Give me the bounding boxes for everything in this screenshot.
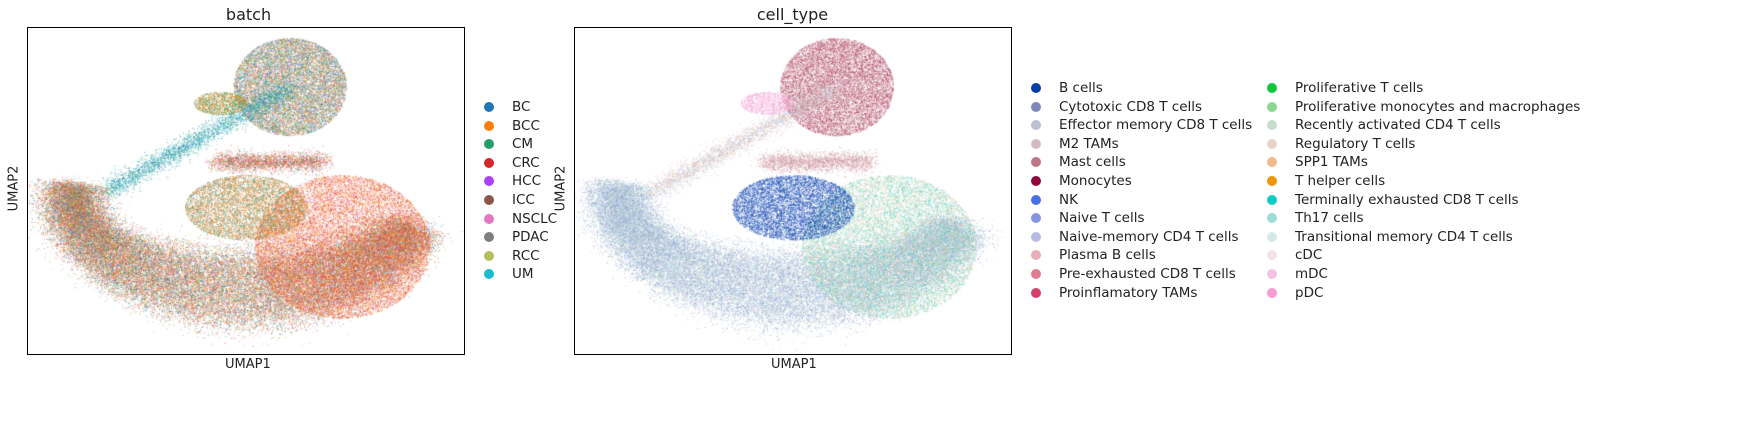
legend-marker bbox=[484, 232, 494, 243]
legend-marker bbox=[484, 120, 494, 131]
legend-marker bbox=[1267, 287, 1277, 298]
legend-label: CM bbox=[512, 136, 534, 153]
legend-marker bbox=[1031, 213, 1041, 224]
legend-label: Regulatory T cells bbox=[1295, 135, 1416, 152]
batch-legend: BC BCC CM CRC HCC ICC NSCLC PDAC RCC UM bbox=[484, 97, 564, 287]
legend-label: CRC bbox=[512, 154, 540, 171]
legend-label: HCC bbox=[512, 173, 542, 190]
legend-marker bbox=[1267, 83, 1277, 93]
legend-label: Recently activated CD4 T cells bbox=[1295, 117, 1501, 134]
legend-marker bbox=[484, 195, 494, 205]
legend-label: Transitional memory CD4 T cells bbox=[1295, 228, 1513, 245]
legend-marker bbox=[1267, 176, 1277, 186]
legend-label: UM bbox=[512, 266, 534, 283]
legend-marker bbox=[1267, 194, 1277, 205]
legend-label: Terminally exhausted CD8 T cells bbox=[1295, 191, 1519, 208]
batch-y-axis-label: UMAP2 bbox=[6, 165, 22, 212]
legend-label: Cytotoxic CD8 T cells bbox=[1059, 98, 1203, 115]
legend-label: BCC bbox=[512, 117, 540, 134]
legend-label: NK bbox=[1059, 191, 1078, 208]
cell-type-chart-title: cell_type bbox=[756, 5, 829, 24]
legend-label: PDAC bbox=[512, 229, 549, 246]
batch-umap-plot bbox=[27, 27, 465, 355]
legend-label: M2 TAMs bbox=[1059, 135, 1119, 152]
legend-label: Effector memory CD8 T cells bbox=[1059, 117, 1253, 134]
cell-type-scatter-points bbox=[575, 28, 1011, 354]
legend-marker bbox=[484, 269, 494, 280]
legend-marker bbox=[1267, 101, 1277, 112]
legend-label: Pre-exhausted CD8 T cells bbox=[1059, 266, 1236, 282]
legend-marker bbox=[1267, 231, 1277, 242]
legend-label: SPP1 TAMs bbox=[1295, 154, 1368, 171]
legend-marker bbox=[1267, 213, 1277, 224]
legend-marker bbox=[1031, 231, 1041, 242]
legend-label: T helper cells bbox=[1295, 173, 1386, 189]
legend-label: Plasma B cells bbox=[1059, 247, 1156, 264]
legend-label: Monocytes bbox=[1059, 173, 1132, 189]
legend-label: pDC bbox=[1295, 284, 1324, 301]
legend-label: Th17 cells bbox=[1295, 210, 1364, 227]
legend-label: mDC bbox=[1295, 266, 1328, 282]
legend-label: cDC bbox=[1295, 247, 1323, 264]
legend-marker bbox=[484, 213, 494, 224]
batch-scatter-points bbox=[28, 28, 464, 354]
legend-marker bbox=[1031, 83, 1041, 93]
legend-marker bbox=[1267, 157, 1277, 168]
legend-label: NSCLC bbox=[512, 210, 558, 227]
legend-marker bbox=[1267, 269, 1277, 279]
legend-marker bbox=[1031, 157, 1041, 168]
legend-marker bbox=[484, 102, 494, 112]
legend-label: ICC bbox=[512, 192, 535, 208]
legend-marker bbox=[1267, 138, 1277, 149]
legend-label: Naive T cells bbox=[1059, 210, 1145, 227]
legend-marker bbox=[1031, 120, 1041, 131]
cell-type-y-axis-label: UMAP2 bbox=[553, 165, 569, 212]
legend-marker bbox=[1031, 176, 1041, 186]
batch-x-axis-label: UMAP1 bbox=[225, 357, 271, 372]
legend-marker bbox=[1031, 138, 1041, 149]
legend-marker bbox=[484, 250, 494, 261]
legend-label: Naive-memory CD4 T cells bbox=[1059, 228, 1239, 245]
cell-type-x-axis-label: UMAP1 bbox=[771, 357, 817, 372]
legend-marker bbox=[1031, 287, 1041, 298]
batch-chart-title: batch bbox=[225, 5, 272, 24]
legend-marker bbox=[1031, 250, 1041, 261]
legend-label: BC bbox=[512, 99, 531, 115]
legend-label: Proliferative T cells bbox=[1295, 80, 1424, 96]
legend-marker bbox=[484, 139, 494, 150]
legend-marker bbox=[1267, 120, 1277, 131]
legend-label: B cells bbox=[1059, 80, 1103, 96]
legend-marker bbox=[1031, 269, 1041, 279]
legend-label: Mast cells bbox=[1059, 154, 1126, 171]
legend-marker bbox=[1267, 250, 1277, 261]
legend-marker bbox=[1031, 194, 1041, 205]
cell-type-legend: B cells Cytotoxic CD8 T cells Effector mem… bbox=[1031, 78, 1761, 308]
legend-marker bbox=[1031, 101, 1041, 112]
legend-label: RCC bbox=[512, 247, 540, 264]
cell-type-umap-plot bbox=[574, 27, 1012, 355]
legend-label: Proliferative monocytes and macrophages bbox=[1295, 98, 1581, 115]
legend-marker bbox=[484, 157, 494, 168]
legend-marker bbox=[484, 176, 494, 187]
legend-label: Proinflamatory TAMs bbox=[1059, 284, 1198, 301]
